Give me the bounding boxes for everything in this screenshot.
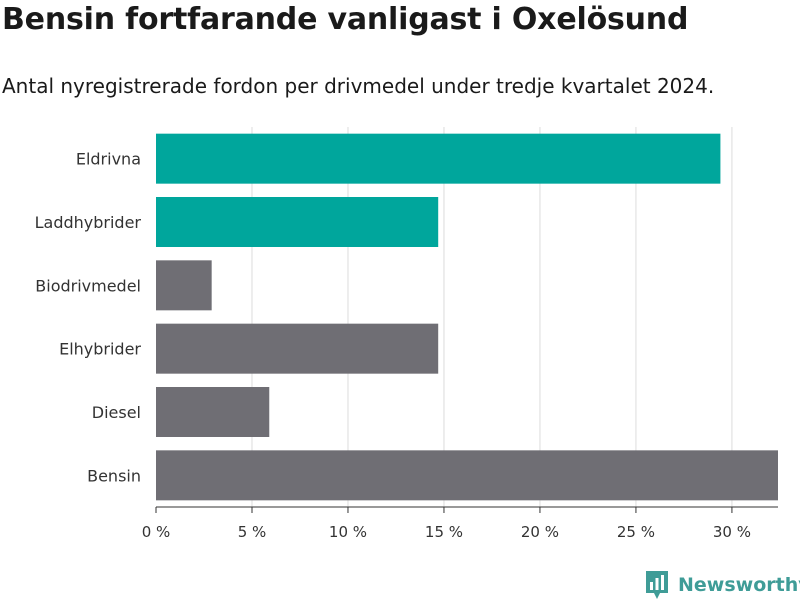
- category-label: Eldrivna: [76, 150, 141, 169]
- bar: [156, 133, 721, 184]
- bar: [156, 197, 439, 247]
- grid-lines: [251, 127, 733, 507]
- newsworthy-brand: Newsworthy: [644, 569, 800, 601]
- bar: [156, 260, 212, 311]
- chart-title: Bensin fortfarande vanligast i Oxelösund: [2, 2, 689, 37]
- x-axis: 0 % 5 % 10 % 15 % 20 % 25 % 30 %: [142, 506, 778, 541]
- category-label: Bensin: [87, 466, 141, 485]
- x-tick-label: 20 %: [521, 523, 559, 541]
- newsworthy-logo-icon: [646, 571, 668, 599]
- x-tick-label: 15 %: [425, 523, 463, 541]
- bars: [156, 133, 778, 501]
- category-labels: Eldrivna Laddhybrider Biodrivmedel Elhybrid…: [35, 150, 142, 486]
- chart-subtitle: Antal nyregistrerade fordon per drivmede…: [2, 74, 715, 98]
- x-tick-label: 30 %: [713, 523, 751, 541]
- bar: [156, 323, 439, 374]
- x-tick-label: 25 %: [617, 523, 655, 541]
- x-tick-label: 5 %: [238, 523, 267, 541]
- brand-name: Newsworthy: [678, 574, 800, 596]
- bar: [156, 450, 778, 501]
- x-tick-label: 0 %: [142, 523, 171, 541]
- category-label: Laddhybrider: [35, 213, 142, 232]
- category-label: Biodrivmedel: [35, 276, 141, 295]
- bar: [156, 387, 270, 437]
- x-tick-label: 10 %: [329, 523, 367, 541]
- category-label: Diesel: [92, 403, 141, 422]
- category-label: Elhybrider: [59, 340, 141, 359]
- bar-chart: 0 % 5 % 10 % 15 % 20 % 25 % 30 % Eldrivna Laddh…: [35, 127, 778, 541]
